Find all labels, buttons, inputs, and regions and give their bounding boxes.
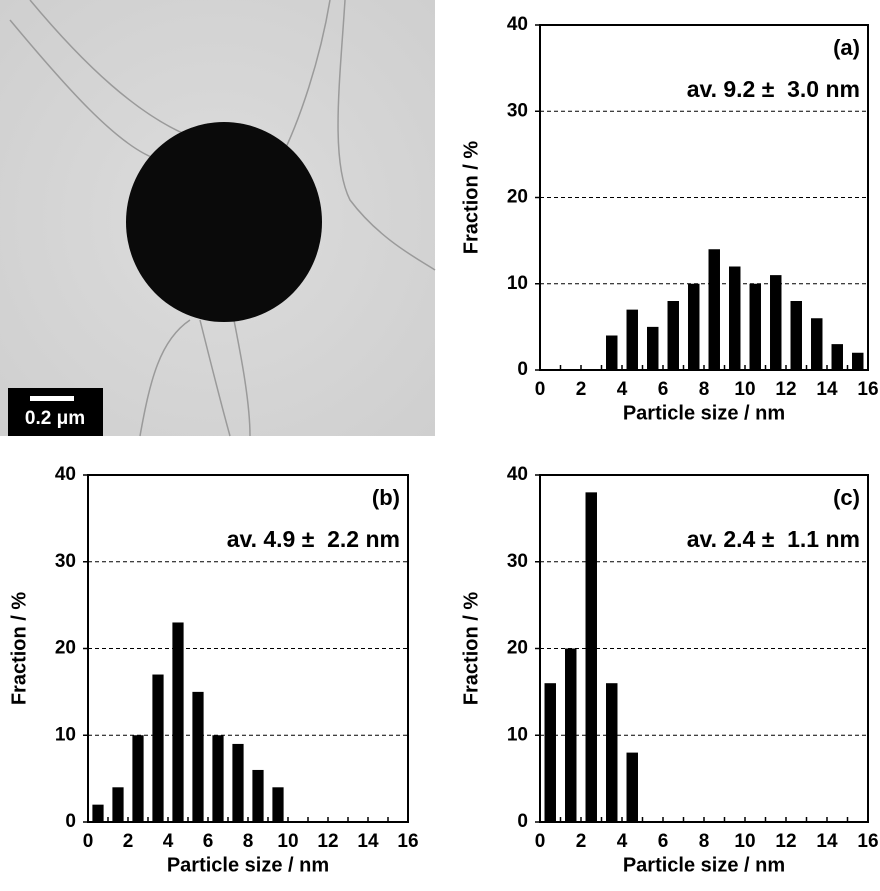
histogram-panel: 0 10 20 30 40 0 2 4 6 8 10 12 14 16 (c) av. 2.4 ± 1.1 n… — [460, 464, 878, 876]
bar — [647, 326, 659, 370]
bar — [232, 743, 244, 822]
tem-image: 0.2 μm — [0, 0, 436, 437]
x-tick-label: 14 — [357, 831, 379, 852]
bar — [626, 309, 638, 370]
bar — [626, 752, 638, 822]
bar — [790, 301, 802, 370]
x-tick-label: 12 — [317, 831, 338, 852]
y-tick-label: 30 — [507, 551, 528, 572]
bar — [606, 683, 618, 822]
scale-bar — [30, 396, 74, 401]
plot-frame — [87, 474, 409, 823]
bar — [192, 691, 204, 822]
y-axis-label: Fraction / % — [8, 592, 30, 706]
film-edges — [9, 0, 436, 437]
bar — [729, 266, 741, 370]
y-tick-label: 0 — [517, 359, 528, 380]
x-tick-label: 10 — [277, 831, 298, 852]
panel-label: (b) — [372, 485, 400, 510]
bar — [708, 249, 720, 370]
x-tick-label: 16 — [397, 831, 418, 852]
annotation: av. 4.9 ± 2.2 nm — [227, 526, 400, 552]
y-tick-label: 40 — [507, 464, 528, 485]
x-tick-label: 6 — [658, 379, 669, 400]
x-tick-label: 2 — [576, 379, 587, 400]
x-tick-label: 4 — [617, 379, 628, 400]
x-tick-label: 2 — [576, 831, 587, 852]
histogram-panel: 0 10 20 30 40 0 2 4 6 8 10 12 14 16 (a) av. 9.2 ± 3.0 n… — [460, 14, 878, 424]
y-axis-label: Fraction / % — [460, 141, 482, 255]
bar — [152, 674, 164, 822]
bar — [585, 492, 597, 822]
bar — [212, 735, 224, 822]
x-tick-label: 0 — [535, 831, 546, 852]
x-tick-label: 14 — [816, 831, 838, 852]
x-tick-label: 10 — [734, 831, 755, 852]
y-axis-label: Fraction / % — [460, 592, 482, 706]
panel-label: (a) — [833, 35, 860, 60]
y-tick-label: 10 — [507, 724, 528, 745]
x-tick-label: 8 — [699, 831, 710, 852]
x-tick-label: 4 — [163, 831, 174, 852]
y-tick-label: 20 — [55, 638, 76, 659]
bar — [811, 318, 823, 370]
bar — [749, 283, 761, 370]
bar — [770, 275, 782, 370]
x-tick-label: 2 — [123, 831, 134, 852]
x-axis-label: Particle size / nm — [623, 854, 785, 876]
bar — [112, 787, 124, 822]
x-tick-label: 4 — [617, 831, 628, 852]
bar — [132, 735, 144, 822]
y-tick-label: 10 — [507, 273, 528, 294]
y-tick-label: 10 — [55, 724, 76, 745]
histogram-panel: 0 10 20 30 40 0 2 4 6 8 10 12 14 16 (b) av. 4.9 ± 2.2 n… — [8, 464, 418, 876]
y-tick-label: 40 — [507, 14, 528, 35]
plot-frame — [539, 24, 869, 371]
x-tick-label: 0 — [535, 379, 546, 400]
x-tick-label: 16 — [857, 379, 878, 400]
panel-label: (c) — [833, 485, 860, 510]
y-tick-label: 30 — [55, 551, 76, 572]
x-tick-label: 12 — [775, 831, 796, 852]
x-tick-label: 8 — [243, 831, 254, 852]
particle — [126, 122, 322, 322]
bar — [667, 301, 679, 370]
bar — [172, 622, 184, 822]
x-tick-label: 16 — [857, 831, 878, 852]
scale-bar-label: 0.2 μm — [25, 408, 85, 429]
x-axis-label: Particle size / nm — [623, 402, 785, 424]
x-tick-label: 6 — [658, 831, 669, 852]
x-tick-label: 0 — [83, 831, 94, 852]
bar — [688, 283, 700, 370]
y-tick-label: 20 — [507, 638, 528, 659]
y-tick-label: 40 — [55, 464, 76, 485]
x-tick-label: 14 — [816, 379, 838, 400]
x-tick-label: 10 — [734, 379, 755, 400]
annotation: av. 9.2 ± 3.0 nm — [687, 76, 860, 102]
bar — [272, 787, 284, 822]
x-tick-label: 12 — [775, 379, 796, 400]
bar — [565, 648, 577, 822]
y-tick-label: 30 — [507, 100, 528, 121]
annotation: av. 2.4 ± 1.1 nm — [687, 526, 860, 552]
y-tick-label: 0 — [65, 811, 76, 832]
bar — [852, 352, 864, 370]
y-tick-label: 0 — [517, 811, 528, 832]
x-axis-label: Particle size / nm — [167, 854, 329, 876]
bar — [831, 344, 843, 370]
bar — [252, 769, 264, 822]
bar — [606, 335, 618, 370]
x-tick-label: 6 — [203, 831, 214, 852]
bar — [544, 683, 556, 822]
y-tick-label: 20 — [507, 187, 528, 208]
plot-frame — [539, 474, 869, 823]
bar — [92, 804, 104, 822]
x-tick-label: 8 — [699, 379, 710, 400]
